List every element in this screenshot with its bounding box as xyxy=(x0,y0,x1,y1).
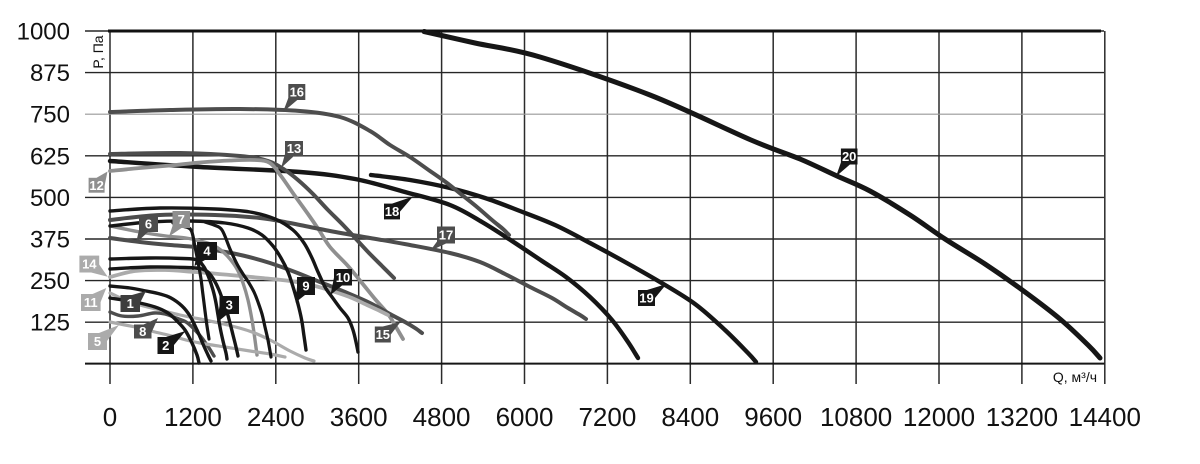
svg-text:11: 11 xyxy=(84,295,98,310)
svg-text:18: 18 xyxy=(385,204,399,219)
svg-text:P, Па: P, Па xyxy=(90,35,106,68)
svg-text:16: 16 xyxy=(290,85,304,100)
svg-text:0: 0 xyxy=(103,402,117,432)
svg-text:19: 19 xyxy=(639,291,653,306)
svg-text:20: 20 xyxy=(842,149,856,164)
svg-text:17: 17 xyxy=(439,228,453,243)
svg-text:250: 250 xyxy=(30,268,70,295)
svg-text:9: 9 xyxy=(302,279,309,294)
svg-text:10800: 10800 xyxy=(820,402,892,432)
svg-text:5: 5 xyxy=(94,334,101,349)
svg-text:125: 125 xyxy=(30,310,70,337)
svg-text:500: 500 xyxy=(30,185,70,212)
svg-text:7: 7 xyxy=(178,212,185,227)
svg-text:6000: 6000 xyxy=(496,402,554,432)
svg-text:8: 8 xyxy=(139,324,146,339)
svg-text:12: 12 xyxy=(89,178,103,193)
svg-text:1200: 1200 xyxy=(164,402,222,432)
svg-text:14400: 14400 xyxy=(1069,402,1141,432)
svg-text:4: 4 xyxy=(203,244,211,259)
svg-text:625: 625 xyxy=(30,143,70,170)
svg-text:875: 875 xyxy=(30,60,70,87)
svg-text:13: 13 xyxy=(287,141,301,156)
svg-text:4800: 4800 xyxy=(413,402,471,432)
svg-text:7200: 7200 xyxy=(578,402,636,432)
svg-text:15: 15 xyxy=(376,327,390,342)
svg-text:12000: 12000 xyxy=(903,402,975,432)
svg-text:Q, м³/ч: Q, м³/ч xyxy=(1053,369,1097,385)
svg-text:10: 10 xyxy=(336,270,350,285)
svg-text:1: 1 xyxy=(127,296,134,311)
svg-text:1000: 1000 xyxy=(17,19,70,46)
svg-text:6: 6 xyxy=(145,217,152,232)
svg-text:375: 375 xyxy=(30,227,70,254)
svg-text:3600: 3600 xyxy=(330,402,388,432)
svg-text:3: 3 xyxy=(226,298,233,313)
svg-text:8400: 8400 xyxy=(661,402,719,432)
svg-text:14: 14 xyxy=(82,257,97,272)
svg-text:2: 2 xyxy=(162,338,169,353)
svg-text:9600: 9600 xyxy=(744,402,802,432)
svg-text:750: 750 xyxy=(30,102,70,129)
svg-text:13200: 13200 xyxy=(986,402,1058,432)
svg-text:2400: 2400 xyxy=(247,402,305,432)
